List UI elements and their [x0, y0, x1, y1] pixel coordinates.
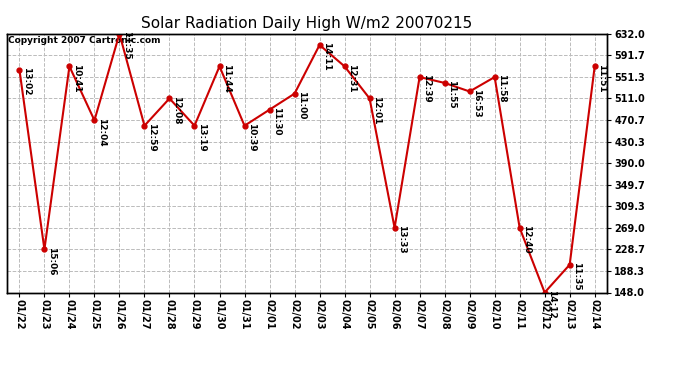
- Text: 11:35: 11:35: [573, 262, 582, 291]
- Text: Copyright 2007 Cartronic.com: Copyright 2007 Cartronic.com: [8, 36, 161, 45]
- Text: 14:11: 14:11: [322, 42, 331, 71]
- Text: 12:08: 12:08: [172, 96, 181, 124]
- Text: 12:01: 12:01: [373, 96, 382, 124]
- Text: 11:51: 11:51: [598, 64, 607, 92]
- Title: Solar Radiation Daily High W/m2 20070215: Solar Radiation Daily High W/m2 20070215: [141, 16, 473, 31]
- Text: 16:53: 16:53: [473, 89, 482, 117]
- Text: 10:39: 10:39: [247, 123, 256, 152]
- Text: 12:59: 12:59: [147, 123, 156, 152]
- Text: 13:02: 13:02: [22, 67, 31, 95]
- Text: 11:30: 11:30: [273, 107, 282, 135]
- Text: 12:31: 12:31: [347, 64, 356, 92]
- Text: 14:12: 14:12: [547, 290, 556, 318]
- Text: 13:33: 13:33: [397, 225, 406, 254]
- Text: 11:58: 11:58: [497, 74, 506, 103]
- Text: 12:39: 12:39: [422, 74, 431, 103]
- Text: 11:35: 11:35: [122, 31, 131, 60]
- Text: 10:41: 10:41: [72, 64, 81, 92]
- Text: 15:06: 15:06: [47, 247, 56, 275]
- Text: 11:55: 11:55: [447, 80, 456, 109]
- Text: 12:04: 12:04: [97, 118, 106, 146]
- Text: 12:40: 12:40: [522, 225, 531, 254]
- Text: 11:00: 11:00: [297, 91, 306, 119]
- Text: 13:19: 13:19: [197, 123, 206, 152]
- Text: 11:44: 11:44: [222, 64, 231, 93]
